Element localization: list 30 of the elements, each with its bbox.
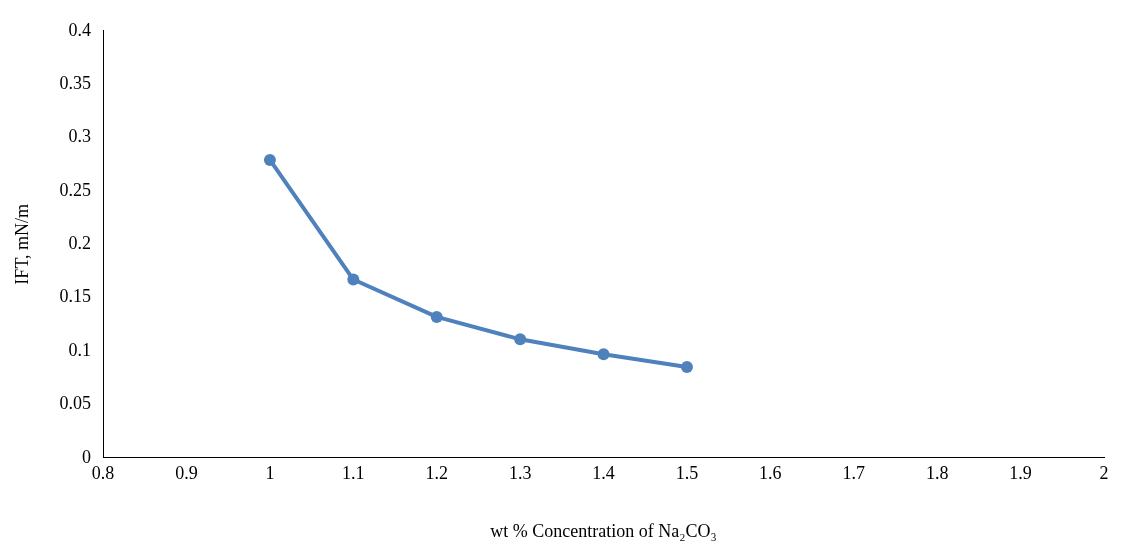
y-tick-label: 0.4 — [68, 19, 92, 40]
y-tick-label: 0.25 — [59, 179, 92, 200]
y-tick-label: 0.05 — [59, 393, 92, 414]
x-tick-label: 1.2 — [425, 463, 448, 484]
x-tick-label: 1 — [265, 463, 275, 484]
point — [263, 153, 276, 166]
y-tick-label: 0.3 — [68, 126, 92, 147]
x-tick-label: 1.7 — [842, 463, 866, 484]
point — [597, 348, 610, 361]
x-tick-label: 1.3 — [508, 463, 532, 484]
y-tick-label: 0 — [82, 446, 92, 467]
y-tick-label: 0.15 — [59, 286, 92, 307]
y-tick-label: 0.35 — [59, 72, 92, 93]
x-tick-label: 1.8 — [925, 463, 949, 484]
point — [347, 273, 360, 286]
x-tick-label: 1.6 — [759, 463, 782, 484]
point — [680, 361, 693, 374]
x-tick-label: 2 — [1099, 463, 1109, 484]
y-tick-label: 0.1 — [68, 339, 92, 360]
y-tick-label: 0.2 — [68, 233, 92, 254]
x-tick-label: 1.9 — [1009, 463, 1032, 484]
point — [514, 333, 527, 346]
x-tick-label: 0.9 — [175, 463, 198, 484]
x-axis-title: wt % Concentration of Na₂CO₃ — [490, 520, 717, 541]
x-tick-label: 1.1 — [342, 463, 365, 484]
x-tick-label: 1.4 — [592, 463, 615, 484]
point — [430, 310, 443, 323]
x-tick-label: 1.5 — [675, 463, 699, 484]
x-tick-label: 0.8 — [91, 463, 115, 484]
y-axis-title: IFT, mN/m — [11, 203, 32, 285]
